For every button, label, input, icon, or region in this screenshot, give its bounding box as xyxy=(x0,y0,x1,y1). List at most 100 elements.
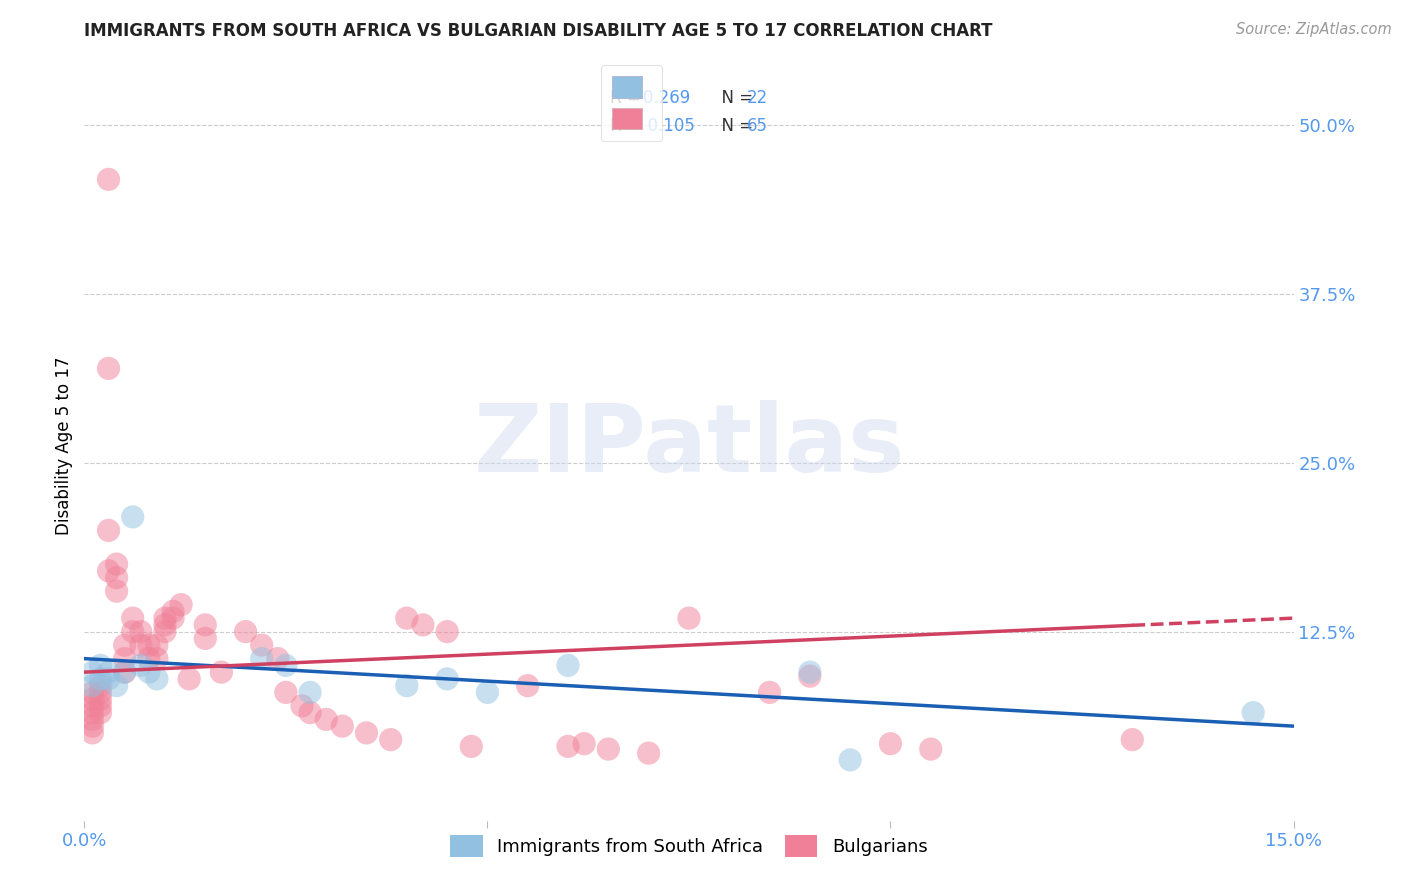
Point xyxy=(89,698,111,713)
Point xyxy=(153,611,176,625)
Point xyxy=(412,618,434,632)
Point xyxy=(105,557,128,571)
Point xyxy=(97,524,120,538)
Point xyxy=(114,665,136,680)
Text: -0.269: -0.269 xyxy=(637,88,690,106)
Point xyxy=(105,679,128,693)
Point xyxy=(82,726,104,740)
Point xyxy=(121,624,143,639)
Point xyxy=(598,742,620,756)
Point xyxy=(97,172,120,186)
Point xyxy=(460,739,482,754)
Y-axis label: Disability Age 5 to 17: Disability Age 5 to 17 xyxy=(55,357,73,535)
Point xyxy=(114,651,136,665)
Point xyxy=(89,685,111,699)
Point xyxy=(758,685,780,699)
Point xyxy=(82,719,104,733)
Point xyxy=(557,739,579,754)
Point xyxy=(89,679,111,693)
Point xyxy=(129,624,152,639)
Point xyxy=(395,679,418,693)
Point xyxy=(395,611,418,625)
Point xyxy=(97,672,120,686)
Point xyxy=(380,732,402,747)
Point xyxy=(299,685,322,699)
Point xyxy=(121,611,143,625)
Point xyxy=(235,624,257,639)
Point xyxy=(97,564,120,578)
Point xyxy=(879,737,901,751)
Point xyxy=(82,698,104,713)
Point xyxy=(129,658,152,673)
Point xyxy=(97,361,120,376)
Point xyxy=(138,638,160,652)
Point xyxy=(129,638,152,652)
Point xyxy=(89,692,111,706)
Point xyxy=(146,672,169,686)
Point xyxy=(274,658,297,673)
Point xyxy=(162,604,184,618)
Text: 65: 65 xyxy=(747,117,768,135)
Point xyxy=(153,624,176,639)
Text: IMMIGRANTS FROM SOUTH AFRICA VS BULGARIAN DISABILITY AGE 5 TO 17 CORRELATION CHA: IMMIGRANTS FROM SOUTH AFRICA VS BULGARIA… xyxy=(84,22,993,40)
Text: R =: R = xyxy=(610,88,647,106)
Point xyxy=(146,651,169,665)
Point xyxy=(250,638,273,652)
Point xyxy=(97,665,120,680)
Point xyxy=(82,692,104,706)
Point xyxy=(162,611,184,625)
Point xyxy=(89,706,111,720)
Point xyxy=(267,651,290,665)
Point xyxy=(557,658,579,673)
Text: N =: N = xyxy=(710,117,758,135)
Point xyxy=(194,618,217,632)
Point xyxy=(436,624,458,639)
Point xyxy=(138,665,160,680)
Point xyxy=(179,672,201,686)
Point xyxy=(572,737,595,751)
Point xyxy=(299,706,322,720)
Point xyxy=(274,685,297,699)
Point xyxy=(170,598,193,612)
Point xyxy=(89,658,111,673)
Text: ZIPatlas: ZIPatlas xyxy=(474,400,904,492)
Point xyxy=(153,618,176,632)
Point xyxy=(82,685,104,699)
Point xyxy=(799,669,821,683)
Point xyxy=(1241,706,1264,720)
Point xyxy=(678,611,700,625)
Text: N =: N = xyxy=(710,88,758,106)
Text: Source: ZipAtlas.com: Source: ZipAtlas.com xyxy=(1236,22,1392,37)
Point xyxy=(250,651,273,665)
Point xyxy=(315,712,337,726)
Point xyxy=(799,665,821,680)
Point xyxy=(82,706,104,720)
Point xyxy=(477,685,499,699)
Point xyxy=(920,742,942,756)
Point xyxy=(105,571,128,585)
Point xyxy=(209,665,232,680)
Legend: Immigrants from South Africa, Bulgarians: Immigrants from South Africa, Bulgarians xyxy=(443,828,935,864)
Point xyxy=(89,672,111,686)
Text: 0.105: 0.105 xyxy=(637,117,695,135)
Point xyxy=(194,632,217,646)
Point xyxy=(356,726,378,740)
Text: 22: 22 xyxy=(747,88,768,106)
Point xyxy=(82,679,104,693)
Point xyxy=(839,753,862,767)
Point xyxy=(637,746,659,760)
Point xyxy=(516,679,538,693)
Point xyxy=(1121,732,1143,747)
Point xyxy=(114,665,136,680)
Text: R =: R = xyxy=(610,117,647,135)
Point xyxy=(121,509,143,524)
Point xyxy=(146,638,169,652)
Point xyxy=(82,712,104,726)
Point xyxy=(105,584,128,599)
Point xyxy=(82,665,104,680)
Point xyxy=(114,638,136,652)
Point xyxy=(291,698,314,713)
Point xyxy=(330,719,353,733)
Point xyxy=(138,651,160,665)
Point xyxy=(436,672,458,686)
